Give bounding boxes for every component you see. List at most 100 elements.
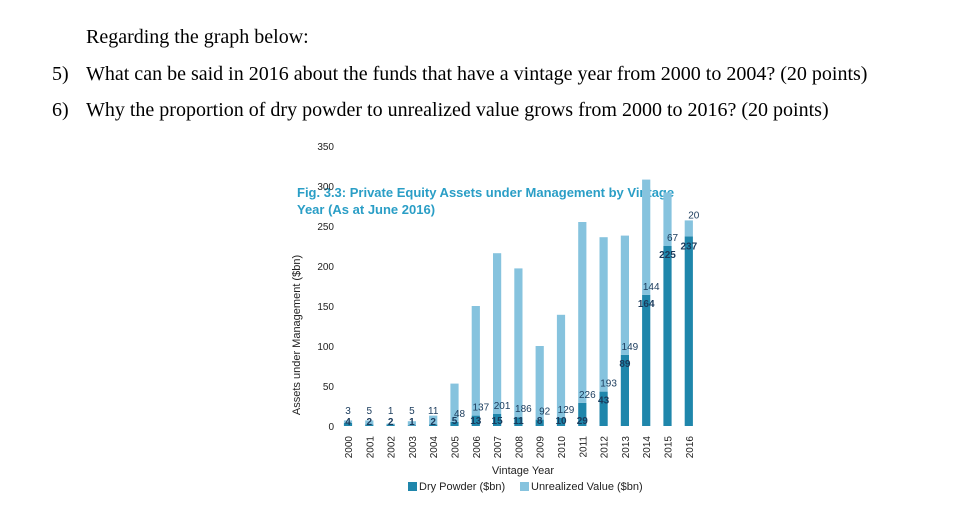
y-axis-label: Assets under Management ($bn) [291, 255, 303, 415]
data-label-unrealized: 201 [494, 401, 511, 412]
intro-text: Regarding the graph below: [86, 26, 309, 48]
bar-dry-powder-2014 [642, 294, 651, 426]
data-label-unrealized: 5 [409, 406, 415, 417]
bar-dry-powder-2000 [343, 422, 353, 426]
x-tick-label-2002: 2002 [387, 436, 398, 459]
bar-unrealized-2011 [578, 222, 587, 403]
data-label-unrealized: 20 [688, 210, 700, 221]
data-label-unrealized: 11 [428, 406, 439, 417]
data-label-unrealized: 193 [600, 379, 617, 390]
bar-unrealized-2005 [450, 383, 459, 422]
data-label-dry-powder: 4 [345, 417, 351, 428]
bar-dry-powder-2006 [471, 415, 480, 426]
data-label-dry-powder: 15 [492, 416, 504, 427]
x-tick-label-2005: 2005 [451, 436, 462, 459]
chart-title-line-2: Year (As at June 2016) [297, 202, 435, 217]
x-tick-label-2008: 2008 [514, 436, 525, 459]
bar-unrealized-2002 [386, 423, 395, 425]
data-label-dry-powder: 1 [409, 417, 415, 428]
data-label-unrealized: 1 [388, 406, 394, 417]
x-tick-label-2013: 2013 [621, 436, 632, 459]
bar-dry-powder-2004 [429, 424, 438, 426]
data-label-unrealized: 149 [622, 342, 639, 353]
bar-unrealized-2013 [620, 235, 629, 355]
data-label-unrealized: 144 [643, 282, 660, 293]
x-tick-label-2009: 2009 [536, 436, 547, 459]
data-label-dry-powder: 237 [680, 241, 697, 252]
bar-unrealized-2010 [556, 314, 566, 418]
bar-unrealized-2016 [684, 220, 693, 237]
y-tick-label: 0 [328, 422, 334, 433]
bar-dry-powder-2001 [365, 424, 374, 426]
bar-unrealized-2000 [343, 420, 353, 423]
x-tick-label-2011: 2011 [578, 436, 589, 458]
data-label-dry-powder: 11 [513, 416, 524, 427]
bar-dry-powder-2016 [684, 236, 693, 426]
question-6: 6) Why the proportion of dry powder to un… [52, 99, 829, 122]
data-label-dry-powder: 89 [619, 359, 631, 370]
x-tick-label-2007: 2007 [493, 436, 504, 459]
bar-unrealized-2015 [663, 192, 672, 246]
bar-dry-powder-2002 [386, 424, 395, 426]
bar-unrealized-2003 [407, 421, 416, 426]
x-tick-label-2012: 2012 [600, 436, 611, 459]
bar-unrealized-2012 [599, 237, 608, 392]
data-label-dry-powder: 10 [555, 416, 567, 427]
y-tick-label: 150 [317, 302, 334, 313]
x-axis-ticks: 2000 2001 2002 2003 2004 2005 2006 2007 2008 2009… [344, 436, 696, 459]
data-label-unrealized: 5 [367, 406, 373, 417]
data-label-unrealized: 129 [558, 405, 575, 416]
x-tick-label-2016: 2016 [685, 436, 696, 459]
data-label-dry-powder: 13 [470, 416, 482, 427]
question-6-number: 6) [52, 99, 69, 121]
bar-dry-powder-2011 [578, 402, 587, 426]
bar-dry-powder-2005 [450, 422, 459, 426]
bars: 4325211521154813137152011118689210129292… [343, 179, 700, 428]
data-label-dry-powder: 29 [577, 416, 589, 427]
data-label-dry-powder: 43 [598, 396, 610, 407]
legend: Dry Powder ($bn) Unrealized Value ($bn) [408, 481, 643, 493]
y-tick-label: 250 [317, 222, 334, 233]
data-label-unrealized: 137 [472, 403, 489, 414]
question-5-text: What can be said in 2016 about the funds… [86, 63, 868, 85]
legend-swatch-unrealized [520, 482, 529, 491]
bar-dry-powder-2008 [514, 417, 523, 426]
bar-unrealized-2004 [429, 415, 438, 425]
x-tick-label-2004: 2004 [429, 436, 440, 459]
bar-dry-powder-2012 [599, 391, 608, 426]
legend-swatch-dry-powder [408, 482, 417, 491]
y-tick-label: 300 [317, 182, 334, 193]
data-label-dry-powder: 225 [659, 250, 676, 261]
question-5: 5) What can be said in 2016 about the fun… [52, 63, 867, 86]
x-axis-label: Vintage Year [492, 465, 555, 477]
x-tick-label-2006: 2006 [472, 436, 483, 459]
data-label-dry-powder: 8 [537, 416, 543, 427]
legend-label-unrealized: Unrealized Value ($bn) [531, 481, 643, 493]
bar-unrealized-2009 [535, 346, 544, 420]
data-label-unrealized: 226 [579, 390, 596, 401]
data-label-unrealized: 92 [539, 407, 551, 418]
y-tick-label: 50 [323, 382, 335, 393]
bar-unrealized-2006 [471, 306, 480, 416]
bar-unrealized-2008 [514, 268, 523, 418]
question-6-text: Why the proportion of dry powder to unre… [86, 99, 829, 121]
y-axis-ticks: 0 50 100 150 200 250 300 350 [317, 142, 334, 433]
data-label-dry-powder: 2 [388, 417, 394, 428]
bar-dry-powder-2007 [493, 414, 502, 426]
data-label-dry-powder: 2 [430, 417, 436, 428]
chart-title-line-1: Fig. 3.3: Private Equity Assets under Ma… [297, 185, 674, 200]
y-tick-label: 350 [317, 142, 334, 153]
y-tick-label: 200 [317, 262, 334, 273]
bar-dry-powder-2015 [663, 246, 672, 426]
question-5-number: 5) [52, 63, 69, 85]
x-tick-label-2003: 2003 [408, 436, 419, 459]
x-tick-label-2014: 2014 [642, 436, 653, 459]
bar-unrealized-2001 [365, 420, 374, 425]
bar-unrealized-2014 [642, 179, 651, 295]
y-tick-label: 100 [317, 342, 334, 353]
data-label-unrealized: 67 [667, 233, 679, 244]
bar-dry-powder-2010 [556, 418, 566, 426]
legend-label-dry-powder: Dry Powder ($bn) [419, 481, 505, 493]
data-label-dry-powder: 5 [452, 416, 458, 427]
